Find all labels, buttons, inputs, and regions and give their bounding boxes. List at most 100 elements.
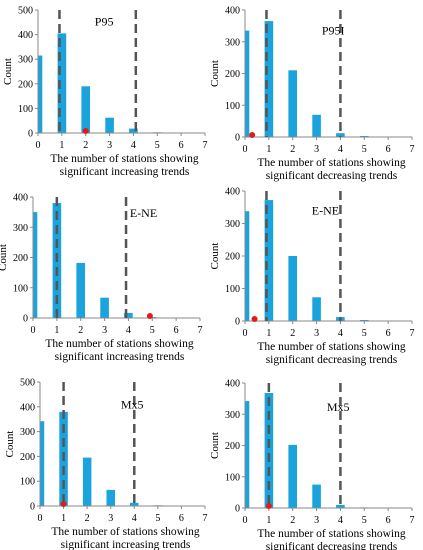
y-tick-label: 400: [18, 30, 33, 41]
x-tick-label: 6: [386, 515, 391, 526]
y-tick-label: 0: [28, 129, 33, 140]
y-tick-label: 100: [13, 283, 28, 294]
y-tick-label: 100: [225, 284, 240, 295]
x-tick-label: 1: [61, 513, 66, 524]
red-point: [251, 316, 258, 322]
x-tick-label: 6: [179, 140, 184, 151]
x-tick-label: 2: [78, 325, 83, 336]
bar-2: [82, 457, 92, 506]
chart-panel-4: 0 100 200 300 400 0 1 2 3 4 5 6 7 E-NE Count The number…: [209, 187, 415, 367]
x-tick-label: 7: [203, 513, 208, 524]
bar-0: [38, 55, 43, 133]
y-tick-label: 400: [225, 6, 240, 17]
x-tick-label: 6: [174, 325, 179, 336]
x-tick-label: 1: [54, 325, 59, 336]
bar-3: [100, 297, 109, 318]
x-tick-label: 4: [338, 144, 343, 155]
bar-0: [245, 30, 250, 138]
y-axis-label: Count: [209, 60, 221, 87]
x-tick-label: 1: [266, 144, 271, 155]
y-tick-label: 0: [23, 314, 28, 325]
x-tick-label: 3: [107, 140, 112, 151]
bar-3: [105, 117, 114, 133]
x-tick-label: 5: [150, 325, 155, 336]
panel-label: P95I: [322, 24, 345, 38]
x-tick-label: 3: [102, 325, 107, 336]
y-axis-label: Count: [209, 432, 221, 459]
x-axis-label-line2: significant increasing trends: [55, 351, 185, 363]
panel-label: E-NE: [312, 204, 339, 218]
bar-1: [57, 33, 67, 133]
x-tick-label: 7: [410, 515, 415, 526]
x-tick-label: 2: [290, 515, 295, 526]
bar-1: [264, 200, 274, 321]
x-tick-label: 6: [386, 328, 391, 339]
y-tick-label: 200: [20, 452, 35, 463]
x-axis-label-line1: The number of stations showing: [45, 338, 193, 350]
y-axis-label: Count: [2, 58, 14, 85]
y-tick-label: 0: [235, 133, 240, 144]
x-axis-label-line1: The number of stations showing: [257, 341, 405, 353]
y-tick-label: 300: [18, 55, 33, 66]
x-tick-label: 4: [126, 325, 131, 336]
x-axis-label-line2: significant decreasing trends: [266, 354, 398, 366]
bar-3: [312, 484, 321, 508]
x-tick-label: 3: [108, 513, 113, 524]
bar-2: [288, 256, 297, 321]
red-point: [265, 503, 272, 509]
x-axis-label-line1: The number of stations showing: [257, 528, 405, 540]
chart-panel-5: 0 100 200 300 400 500 0 1 2 3 4 5 6 7 Mx5 Count The numb…: [4, 378, 208, 550]
bar-4: [124, 312, 133, 318]
x-tick-label: 5: [155, 513, 160, 524]
x-tick-label: 1: [266, 328, 271, 339]
x-tick-label: 7: [203, 140, 208, 151]
y-tick-label: 500: [18, 6, 33, 17]
x-tick-label: 2: [85, 513, 90, 524]
y-tick-label: 200: [225, 441, 240, 452]
y-tick-label: 400: [20, 402, 35, 413]
y-tick-label: 0: [235, 504, 240, 515]
y-tick-label: 100: [225, 472, 240, 483]
panel-label: P95: [95, 14, 114, 28]
x-tick-label: 5: [362, 144, 367, 155]
red-point: [249, 132, 256, 138]
x-tick-label: 0: [31, 325, 36, 336]
y-tick-label: 0: [30, 502, 35, 513]
x-axis-label-line2: significant increasing trends: [61, 539, 191, 550]
y-tick-label: 300: [225, 219, 240, 230]
x-axis-label-line2: significant decreasing trends: [266, 170, 398, 182]
panel-label: Mx5: [121, 398, 144, 412]
x-tick-label: 0: [38, 513, 43, 524]
y-tick-label: 200: [225, 252, 240, 263]
bar-2: [288, 70, 297, 137]
x-tick-label: 7: [410, 144, 415, 155]
y-tick-label: 500: [20, 378, 35, 389]
x-tick-label: 2: [290, 144, 295, 155]
x-tick-label: 7: [410, 328, 415, 339]
red-point: [60, 501, 67, 507]
x-tick-label: 3: [314, 328, 319, 339]
y-tick-label: 300: [225, 410, 240, 421]
x-axis-label-line1: The number of stations showing: [50, 153, 198, 165]
chart-panel-1: 0 100 200 300 400 500 0 1 2 3 4 5 6 7 P95 Count The numb…: [2, 6, 208, 179]
x-tick-label: 6: [386, 144, 391, 155]
x-tick-label: 1: [59, 140, 64, 151]
x-tick-label: 5: [362, 328, 367, 339]
x-tick-label: 2: [83, 140, 88, 151]
x-tick-label: 0: [243, 144, 248, 155]
x-tick-label: 3: [314, 515, 319, 526]
y-tick-label: 100: [18, 104, 33, 115]
x-tick-label: 1: [266, 515, 271, 526]
x-tick-label: 5: [362, 515, 367, 526]
bar-0: [33, 212, 38, 318]
y-tick-label: 200: [225, 69, 240, 80]
bar-0: [245, 211, 250, 321]
red-point: [146, 313, 153, 319]
y-tick-label: 0: [235, 317, 240, 328]
bar-4: [336, 504, 345, 508]
bar-2: [76, 262, 85, 318]
panel-label: E-NE: [130, 206, 157, 220]
y-tick-label: 300: [225, 37, 240, 48]
red-point: [82, 128, 89, 134]
y-tick-label: 400: [13, 193, 28, 204]
